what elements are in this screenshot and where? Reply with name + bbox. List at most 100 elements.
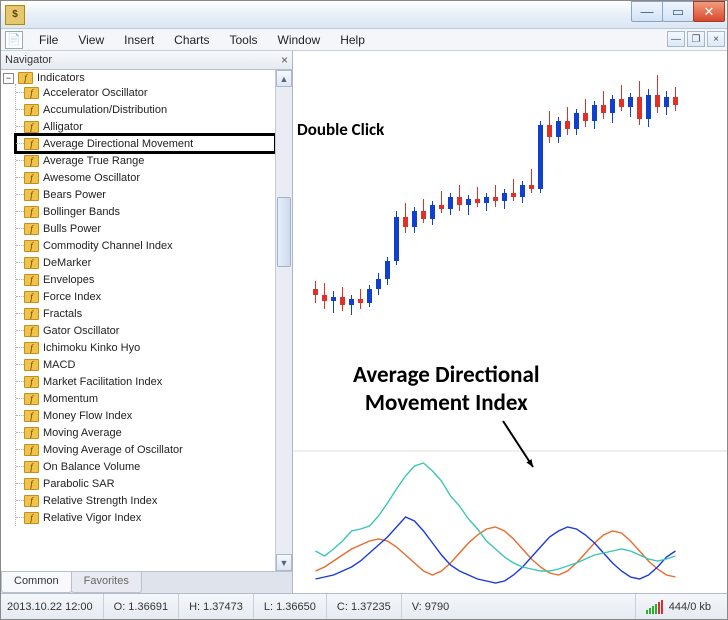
tree-item[interactable]: fRelative Strength Index [16, 492, 275, 509]
tree-item[interactable]: fAverage True Range [16, 152, 275, 169]
status-open: O: 1.36691 [103, 594, 178, 619]
tree-item-label: Relative Vigor Index [43, 512, 141, 524]
statusbar: 2013.10.22 12:00 O: 1.36691 H: 1.37473 L… [1, 593, 727, 619]
tree-item-label: Force Index [43, 291, 101, 303]
indicator-icon: f [24, 257, 39, 269]
tree-item[interactable]: fMoving Average of Oscillator [16, 441, 275, 458]
tree-item[interactable]: f On Balance Volume [16, 458, 275, 475]
menubar: 📄 File View Insert Charts Tools Window H… [1, 29, 727, 51]
tree-item[interactable]: f Fractals [16, 305, 275, 322]
tree-item[interactable]: f Moving Average [16, 424, 275, 441]
tree-item-label: Bollinger Bands [43, 206, 120, 218]
indicator-icon: f [24, 291, 39, 303]
window-titlebar: $ — ▭ ✕ [1, 1, 727, 29]
connection-bars-icon [646, 600, 663, 614]
tree-item-label: Gator Oscillator [43, 325, 119, 337]
tree-item[interactable]: fGator Oscillator [16, 322, 275, 339]
tab-favorites[interactable]: Favorites [71, 572, 142, 593]
scroll-thumb[interactable] [277, 197, 291, 267]
tree-item[interactable]: f MACD [16, 356, 275, 373]
indicator-icon: f [24, 87, 39, 99]
indicator-icon: f [24, 342, 39, 354]
indicator-icon: f [24, 427, 39, 439]
indicator-icon: f [24, 410, 39, 422]
tree-item[interactable]: fAlligator [16, 118, 275, 135]
indicator-icon: f [24, 121, 39, 133]
indicator-icon: f [24, 478, 39, 490]
indicator-icon: f [24, 512, 39, 524]
tree-item[interactable]: f Bears Power [16, 186, 275, 203]
tree-item-label: Average True Range [43, 155, 144, 167]
indicator-icon: f [24, 240, 39, 252]
tree-item-label: Moving Average [43, 427, 122, 439]
tree-root-indicators[interactable]: − f Indicators [1, 72, 275, 84]
status-datetime: 2013.10.22 12:00 [7, 594, 103, 619]
tree-item[interactable]: f DeMarker [16, 254, 275, 271]
collapse-icon[interactable]: − [3, 73, 14, 84]
menu-file[interactable]: File [29, 31, 68, 49]
indicator-icon: f [24, 189, 39, 201]
indicator-icon: f [24, 359, 39, 371]
minimize-button[interactable]: — [631, 1, 663, 22]
menu-tools[interactable]: Tools [220, 31, 268, 49]
indicator-icon: f [24, 495, 39, 507]
tree-item[interactable]: fMomentum [16, 390, 275, 407]
maximize-button[interactable]: ▭ [662, 1, 694, 22]
tree-item-label: Bears Power [43, 189, 106, 201]
tree-item-label: Accumulation/Distribution [43, 104, 167, 116]
tree-item[interactable]: f Money Flow Index [16, 407, 275, 424]
navigator-panel: Navigator × − f Indicators fAccelerator … [1, 51, 293, 593]
menu-charts[interactable]: Charts [164, 31, 219, 49]
tree-item[interactable]: fBollinger Bands [16, 203, 275, 220]
indicator-icon: f [24, 444, 39, 456]
scroll-down-icon[interactable]: ▼ [276, 554, 292, 571]
menu-help[interactable]: Help [330, 31, 375, 49]
tree-item-label: DeMarker [43, 257, 91, 269]
navigator-scrollbar[interactable]: ▲ ▼ [275, 70, 292, 571]
tree-item-label: On Balance Volume [43, 461, 140, 473]
tree-item-label: Bulls Power [43, 223, 101, 235]
annotation-adx-line1: Average Directional [353, 361, 540, 389]
menu-window[interactable]: Window [268, 31, 331, 49]
file-icon: 📄 [5, 31, 23, 49]
tree-item[interactable]: f Bulls Power [16, 220, 275, 237]
indicator-icon: f [24, 223, 39, 235]
chart-area[interactable]: Double Click Average Directional Movemen… [293, 51, 727, 593]
tree-item-label: Awesome Oscillator [43, 172, 140, 184]
indicator-icon: f [24, 308, 39, 320]
tree-item-label: MACD [43, 359, 75, 371]
tree-item[interactable]: f Force Index [16, 288, 275, 305]
tree-item[interactable]: fAverage Directional Movement [16, 135, 275, 152]
tree-item[interactable]: fCommodity Channel Index [16, 237, 275, 254]
tree-item[interactable]: fAccumulation/Distribution [16, 101, 275, 118]
annotation-adx: Average Directional Movement Index [353, 361, 540, 417]
tab-common[interactable]: Common [1, 572, 72, 593]
tree-item[interactable]: fMarket Facilitation Index [16, 373, 275, 390]
tree-item[interactable]: fAccelerator Oscillator [16, 84, 275, 101]
indicator-icon: f [24, 461, 39, 473]
close-button[interactable]: ✕ [693, 1, 725, 22]
mdi-minimize-button[interactable]: — [667, 31, 685, 47]
annotation-adx-line2: Movement Index [365, 389, 528, 417]
tree-item-label: Fractals [43, 308, 82, 320]
navigator-tree: − f Indicators fAccelerator OscillatorfA… [1, 70, 275, 571]
status-connection-label: 444/0 kb [669, 601, 711, 613]
status-low: L: 1.36650 [253, 594, 326, 619]
menu-view[interactable]: View [68, 31, 114, 49]
indicator-icon: f [24, 172, 39, 184]
scroll-up-icon[interactable]: ▲ [276, 70, 292, 87]
mdi-restore-button[interactable]: ❐ [687, 31, 705, 47]
navigator-close-icon[interactable]: × [281, 53, 288, 67]
menu-insert[interactable]: Insert [114, 31, 164, 49]
mdi-close-button[interactable]: × [707, 31, 725, 47]
tree-item-label: Money Flow Index [43, 410, 132, 422]
tree-item-label: Envelopes [43, 274, 94, 286]
tree-item[interactable]: f Relative Vigor Index [16, 509, 275, 526]
tree-item-label: Market Facilitation Index [43, 376, 162, 388]
tree-item[interactable]: fEnvelopes [16, 271, 275, 288]
scroll-track[interactable] [276, 87, 292, 554]
tree-item[interactable]: fParabolic SAR [16, 475, 275, 492]
tree-item[interactable]: fIchimoku Kinko Hyo [16, 339, 275, 356]
status-high: H: 1.37473 [178, 594, 253, 619]
tree-item[interactable]: f Awesome Oscillator [16, 169, 275, 186]
